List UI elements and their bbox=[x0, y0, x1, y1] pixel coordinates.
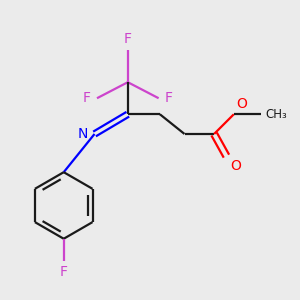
Text: F: F bbox=[124, 32, 132, 46]
Text: F: F bbox=[60, 265, 68, 279]
Text: F: F bbox=[165, 91, 173, 105]
Text: N: N bbox=[78, 127, 88, 141]
Text: O: O bbox=[230, 159, 241, 172]
Text: O: O bbox=[236, 97, 247, 111]
Text: CH₃: CH₃ bbox=[266, 108, 288, 121]
Text: F: F bbox=[83, 91, 91, 105]
